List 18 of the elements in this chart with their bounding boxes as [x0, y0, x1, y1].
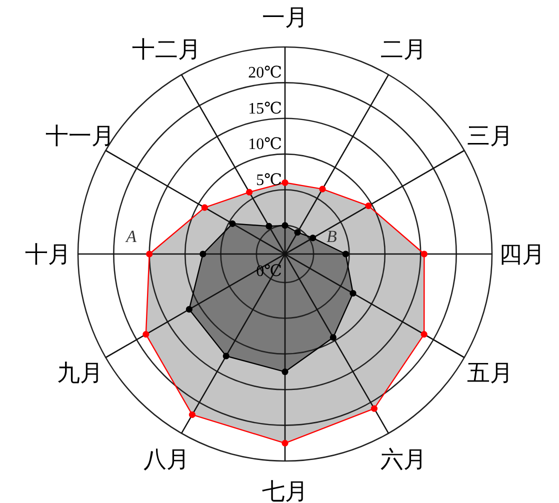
spoke-label: 六月: [380, 447, 426, 472]
y-tick-label: 5℃: [256, 172, 282, 189]
spoke-label: 三月: [467, 124, 514, 148]
series-label: A: [125, 227, 138, 246]
y-tick-label: 15℃: [248, 100, 282, 118]
spoke-label: 二月: [380, 36, 426, 62]
spoke-label: 五月: [467, 360, 514, 386]
spoke-label: 一月: [262, 5, 308, 30]
spoke-label: 十月: [25, 242, 71, 267]
spoke-label: 十一月: [45, 124, 114, 148]
y-tick-label: 10℃: [248, 136, 282, 154]
spoke-label: 九月: [56, 360, 103, 386]
spoke-label: 八月: [144, 447, 190, 472]
y-tick-label: 20℃: [248, 64, 282, 82]
spoke-label: 四月: [499, 242, 545, 267]
series-label: B: [326, 227, 338, 246]
spoke-label: 七月: [262, 479, 308, 503]
spoke-label: 十二月: [132, 36, 201, 62]
